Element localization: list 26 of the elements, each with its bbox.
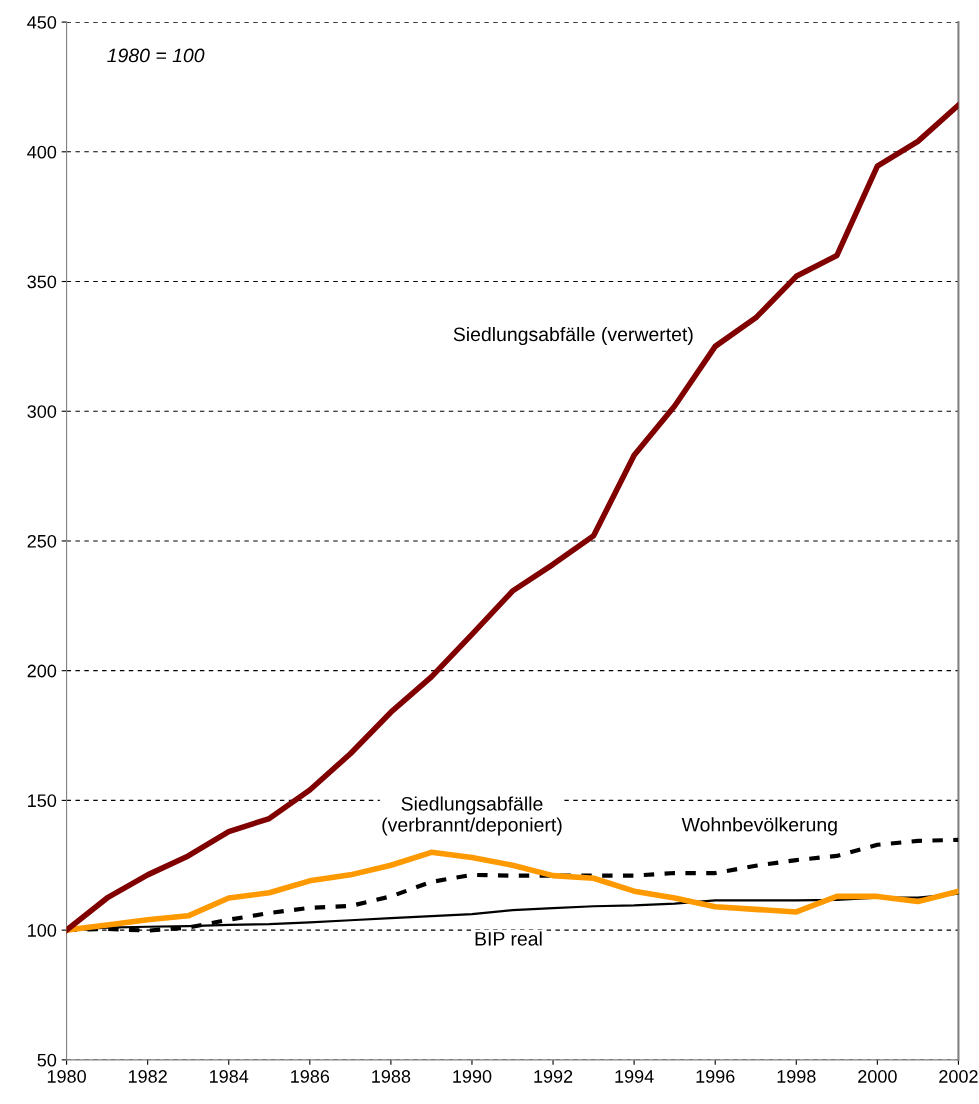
x-tick-label: 1984 — [210, 1070, 249, 1083]
y-tick-label: 100 — [28, 924, 57, 937]
x-tick-label: 1980 — [47, 1070, 86, 1083]
y-tick-label: 250 — [27, 534, 57, 548]
x-tick-label: 1990 — [453, 1070, 492, 1083]
y-tick-label: 150 — [28, 794, 57, 808]
x-tick-label: 1992 — [534, 1070, 573, 1083]
y-tick-label: 450 — [27, 16, 57, 29]
x-tick-label: 1982 — [128, 1070, 167, 1083]
y-tick-label: 200 — [27, 664, 57, 678]
x-tick-label: 2000 — [858, 1070, 897, 1083]
y-tick-label: 350 — [27, 275, 57, 289]
series-label: Siedlungsabfälle (verwertet) — [453, 326, 693, 346]
annotation: 1980 = 100 — [107, 48, 205, 63]
y-tick-label: 400 — [27, 145, 57, 159]
series-label: BIP real — [475, 931, 542, 946]
x-tick-label: 1994 — [615, 1070, 654, 1083]
x-tick-label: 1988 — [372, 1070, 411, 1083]
series-label: Siedlungsabfälle (verbrannt/deponiert) — [382, 796, 562, 836]
y-tick-label: 50 — [37, 1053, 57, 1067]
x-tick-label: 2002 — [939, 1070, 978, 1083]
x-tick-label: 1986 — [291, 1070, 330, 1083]
x-tick-label: 1996 — [696, 1070, 735, 1083]
y-tick-label: 300 — [27, 405, 57, 418]
x-tick-label: 1998 — [777, 1070, 816, 1083]
series-label: Wohnbevölkerung — [681, 817, 837, 836]
